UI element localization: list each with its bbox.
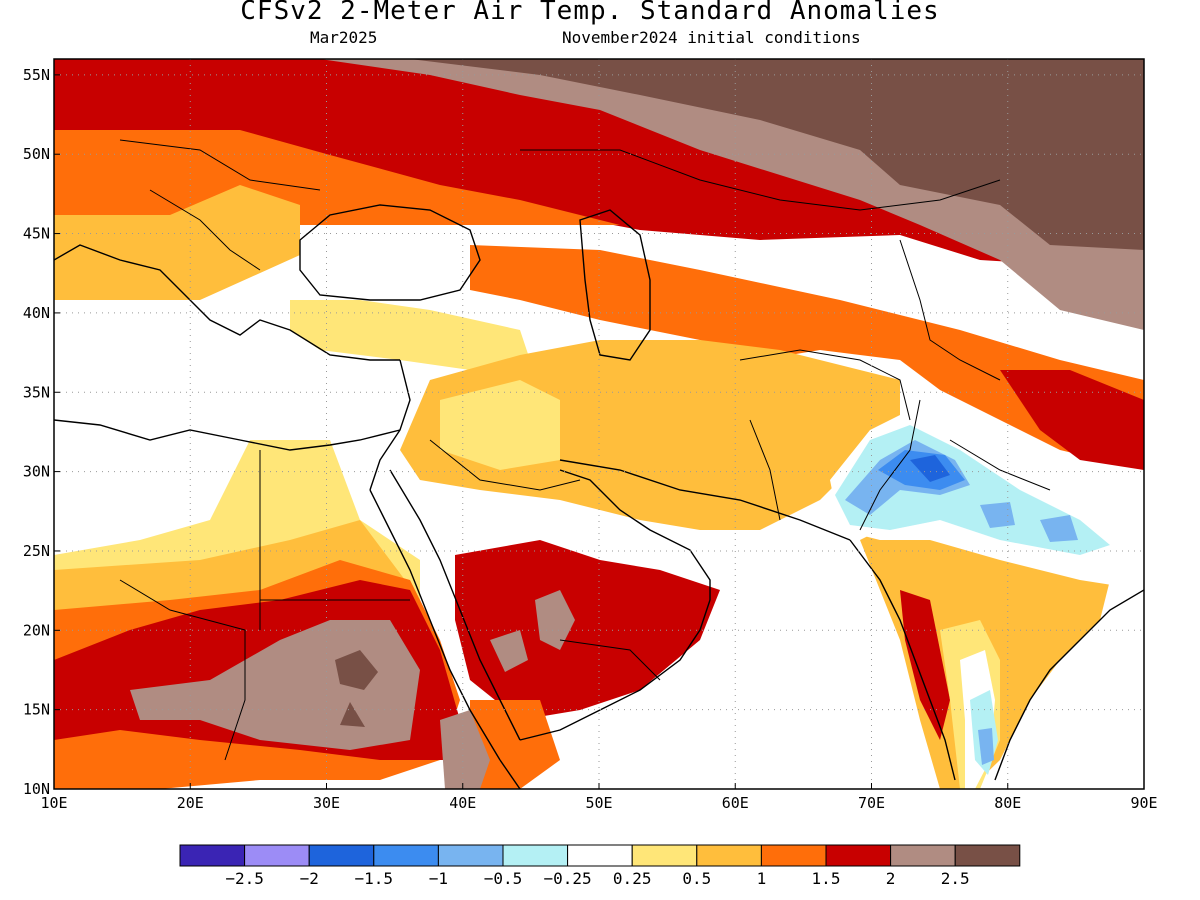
- colorbar-label: −0.5: [484, 869, 523, 888]
- colorbar-swatch: [502, 844, 569, 867]
- colorbar-swatch: [825, 844, 892, 867]
- colorbar-label: 0.5: [682, 869, 711, 888]
- colorbar-swatch: [244, 844, 310, 867]
- border-saudi-iraq: [429, 439, 581, 491]
- region-north-lightorange: [54, 185, 300, 300]
- border-iran-pakistan: [749, 419, 781, 521]
- border-europe-2: [149, 189, 261, 271]
- region-sudan-darkbrown-1: [335, 650, 378, 690]
- colorbar-swatch: [696, 844, 762, 867]
- region-punjab-darkblue: [910, 455, 950, 482]
- region-south-india-blue: [978, 728, 994, 765]
- coast-levant: [369, 359, 411, 491]
- border-europe-1: [119, 139, 321, 191]
- colorbar-swatch: [760, 844, 827, 867]
- region-arabia-taupe-2: [490, 630, 528, 672]
- colorbar-label: 1: [757, 869, 767, 888]
- y-tick-label: 15N: [23, 701, 50, 719]
- colorbar-label: −1.5: [355, 869, 394, 888]
- coast-iran-south: [559, 459, 851, 541]
- y-tick-label: 40N: [23, 304, 50, 322]
- region-gangetic-blue-3: [1040, 515, 1078, 542]
- borders: [119, 139, 1051, 761]
- colorbar-swatch: [437, 844, 504, 867]
- x-tick-label: 50E: [585, 794, 612, 812]
- coast-caspian-sea: [579, 209, 651, 361]
- region-anatolia-paleyellow: [290, 300, 530, 370]
- border-india-nepal: [949, 439, 1051, 491]
- coast-mediterranean-south: [54, 419, 401, 451]
- coast-persian-gulf: [559, 469, 711, 600]
- x-tick-label: 20E: [177, 794, 204, 812]
- region-north-orange: [54, 130, 620, 225]
- colorbar-swatch: [179, 844, 246, 867]
- region-arabia-taupe-1: [535, 590, 575, 650]
- coast-red-sea-east: [389, 469, 521, 741]
- colorbar-label: −2.5: [225, 869, 264, 888]
- coast-india-west: [849, 539, 956, 781]
- colorbar: −2.5 −2 −1.5 −1 −0.5 −0.25 0.25 0.5 1 1.5 2 2.5: [179, 844, 1021, 888]
- region-tibet-red: [1000, 370, 1144, 470]
- y-tick-label: 30N: [23, 463, 50, 481]
- coast-arabia-south: [519, 599, 711, 741]
- border-india-pakistan: [859, 399, 921, 531]
- y-tick-label: 55N: [23, 66, 50, 84]
- x-tick-label: 30E: [313, 794, 340, 812]
- y-tick-label: 20N: [23, 621, 50, 639]
- colorbar-label: −2: [300, 869, 319, 888]
- colorbar-swatch: [890, 844, 956, 867]
- region-india-red: [900, 590, 950, 740]
- coast-black-sea: [299, 204, 481, 301]
- region-north-darkbrown: [410, 59, 1144, 250]
- region-yemen-taupe: [440, 710, 490, 789]
- colorbar-swatch: [373, 844, 439, 867]
- region-centralasia-orange: [470, 245, 1144, 470]
- colorbar-swatch: [567, 844, 633, 867]
- colorbar-label: −1: [429, 869, 448, 888]
- y-tick-label: 25N: [23, 542, 50, 560]
- colorbar-label: −0.25: [544, 869, 592, 888]
- region-arabia-red: [455, 540, 720, 720]
- coast-africa-east: [499, 759, 521, 789]
- colorbar-label: 2.5: [941, 869, 970, 888]
- colorbar-swatch: [631, 844, 698, 867]
- border-niger: [119, 579, 246, 631]
- border-kazakhstan: [520, 149, 1001, 211]
- y-tick-label: 10N: [23, 780, 50, 798]
- x-tick-label: 90E: [1130, 794, 1157, 812]
- region-tibet-taupe: [1030, 265, 1144, 320]
- y-axis: 10N 15N 20N 25N 30N 35N 40N 45N 50N 55N: [23, 66, 60, 798]
- colorbar-swatch: [954, 844, 1021, 867]
- anomaly-field: [54, 59, 1144, 789]
- y-tick-label: 50N: [23, 145, 50, 163]
- x-tick-label: 40E: [449, 794, 476, 812]
- coast-mediterranean-north: [54, 244, 400, 361]
- x-axis: 10E 20E 30E 40E 50E 60E 70E 80E 90E: [40, 783, 1158, 812]
- border-china: [899, 239, 1001, 381]
- colorbar-label: 0.25: [613, 869, 652, 888]
- region-sudan-darkbrown-2: [340, 702, 365, 727]
- border-yemen-oman: [559, 639, 661, 681]
- colorbar-label: 1.5: [812, 869, 841, 888]
- coast-red-sea-west: [369, 489, 501, 761]
- x-tick-label: 80E: [994, 794, 1021, 812]
- x-tick-label: 70E: [858, 794, 885, 812]
- coast-india-east: [994, 589, 1144, 781]
- initial-conditions-label: November2024 initial conditions: [562, 28, 861, 47]
- region-gangetic-blue-2: [980, 502, 1015, 528]
- region-horn-orange: [470, 700, 560, 789]
- y-tick-label: 35N: [23, 383, 50, 401]
- x-tick-label: 10E: [40, 794, 67, 812]
- border-chad: [224, 630, 246, 761]
- border-afghanistan: [739, 349, 911, 421]
- coastlines: [54, 204, 1144, 789]
- colorbar-swatch: [308, 844, 375, 867]
- valid-month-label: Mar2025: [310, 28, 378, 47]
- region-iraq-paleyellow: [440, 380, 560, 470]
- map-title: CFSv2 2-Meter Air Temp. Standard Anomali…: [240, 0, 940, 26]
- x-tick-label: 60E: [722, 794, 749, 812]
- y-tick-label: 45N: [23, 225, 50, 243]
- colorbar-label: 2: [886, 869, 896, 888]
